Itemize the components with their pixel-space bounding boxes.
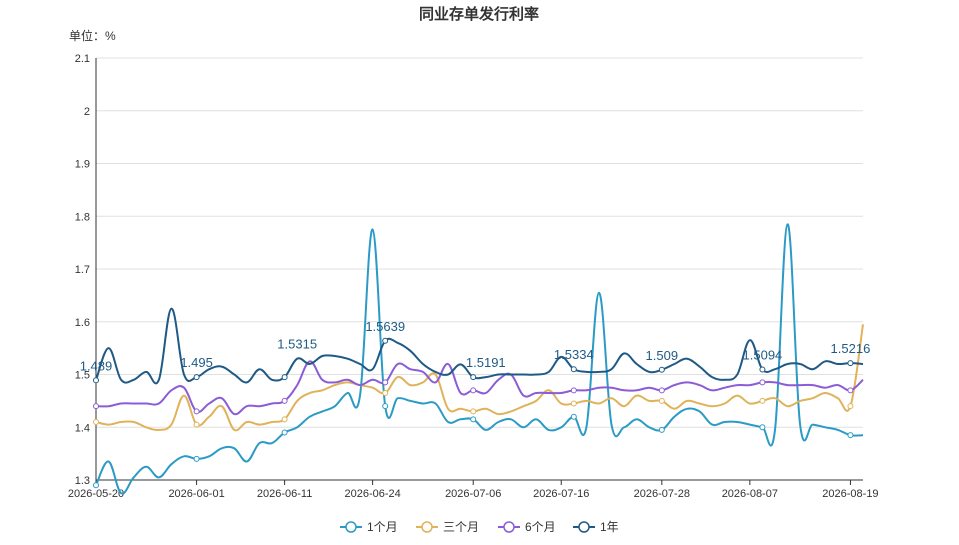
legend-marker-icon: [421, 521, 433, 533]
y-tick-label: 2.1: [75, 53, 90, 65]
data-point: [759, 424, 766, 431]
data-label: 1.5639: [365, 319, 405, 334]
y-tick-label: 1.4: [75, 422, 90, 434]
data-point: [193, 421, 200, 428]
legend-marker-icon: [345, 521, 357, 533]
data-point: [470, 416, 477, 423]
x-tick-label: 2026-08-07: [722, 488, 778, 500]
series-line-0: [95, 223, 864, 495]
data-label: 1.495: [180, 355, 213, 370]
data-markers: [93, 337, 854, 489]
y-tick-label: 1.7: [75, 264, 90, 276]
data-point: [93, 377, 99, 384]
chart-title: 同业存单发行利率: [419, 5, 539, 23]
data-label: 1.5315: [277, 337, 317, 352]
data-point: [847, 403, 854, 410]
data-point: [382, 337, 389, 344]
x-tick-label: 2026-06-24: [344, 488, 400, 500]
data-point: [93, 418, 99, 425]
data-point: [93, 482, 99, 489]
data-point: [281, 397, 288, 404]
data-point: [759, 397, 766, 404]
series-line-3: [95, 307, 864, 385]
legend-label: 6个月: [525, 520, 556, 534]
x-tick-label: 2026-07-06: [445, 488, 501, 500]
data-point: [281, 374, 288, 381]
data-point: [570, 413, 577, 420]
data-point: [193, 374, 200, 381]
data-point: [759, 379, 766, 386]
data-point: [470, 387, 477, 394]
legend-marker-icon: [578, 521, 590, 533]
data-point: [658, 366, 665, 373]
data-point: [570, 400, 577, 407]
series-lines: [95, 223, 864, 495]
data-point: [658, 426, 665, 433]
legend-item[interactable]: 1年: [573, 520, 619, 534]
data-point: [470, 408, 477, 415]
data-point: [382, 379, 389, 386]
data-point: [93, 403, 99, 410]
x-tick-label: 2026-05-20: [68, 488, 124, 500]
data-label: 1.5094: [743, 348, 783, 363]
data-point: [570, 387, 577, 394]
y-tick-label: 2: [84, 106, 90, 118]
data-label: 1.5216: [831, 341, 871, 356]
y-tick-label: 1.9: [75, 159, 90, 171]
y-tick-label: 1.6: [75, 317, 90, 329]
grid-lines: [96, 57, 863, 481]
x-tick-label: 2026-06-11: [257, 488, 312, 500]
data-point: [847, 432, 854, 439]
data-point: [281, 416, 288, 423]
x-tick-label: 2026-07-28: [634, 488, 690, 500]
series-line-1: [95, 324, 864, 432]
legend-item[interactable]: 1个月: [340, 520, 398, 534]
legend[interactable]: 1个月 三个月 6个月 1年: [340, 520, 619, 534]
legend-marker-icon: [503, 521, 515, 533]
y-tick-label: 1.8: [75, 211, 90, 223]
x-tick-label: 2026-07-16: [533, 488, 589, 500]
data-label: 1.489: [80, 358, 113, 373]
legend-label: 1个月: [367, 520, 398, 534]
data-point: [658, 387, 665, 394]
data-point: [382, 389, 389, 396]
data-point: [470, 374, 477, 381]
data-point: [759, 366, 766, 373]
y-tick-label: 1.5: [75, 370, 90, 382]
x-tick-label: 2026-08-19: [822, 488, 878, 500]
x-tick-label: 2026-06-01: [168, 488, 224, 500]
y-tick-label: 1.3: [75, 475, 90, 487]
unit-label: 单位：%: [69, 28, 116, 43]
legend-item[interactable]: 三个月: [416, 520, 479, 534]
data-point: [570, 366, 577, 373]
data-label: 1.509: [646, 348, 679, 363]
legend-label: 1年: [600, 520, 619, 534]
data-point: [193, 408, 200, 415]
data-point: [847, 360, 854, 367]
data-label: 1.5191: [466, 355, 506, 370]
data-point: [382, 403, 389, 410]
data-point: [281, 429, 288, 436]
data-label: 1.5334: [554, 347, 594, 362]
legend-item[interactable]: 6个月: [498, 520, 556, 534]
data-point: [193, 455, 200, 462]
data-point: [847, 387, 854, 394]
series-line-2: [95, 360, 864, 416]
legend-label: 三个月: [443, 520, 479, 534]
data-labels: 1.489 1.495 1.5315 1.5639 1.5191 1.5334 1.509 1…: [80, 319, 871, 374]
data-point: [658, 397, 665, 404]
axes: 1.3 1.4 1.5 1.6 1.7 1.8 1.9 2 2.1 2026-05-20 2026-…: [68, 53, 879, 500]
